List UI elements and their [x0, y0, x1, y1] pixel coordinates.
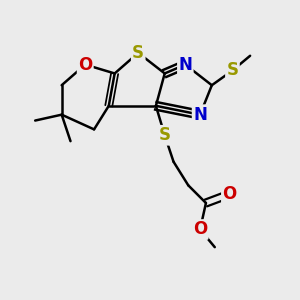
Text: N: N	[193, 106, 207, 124]
Text: O: O	[193, 220, 207, 238]
Text: O: O	[78, 56, 92, 74]
Text: S: S	[159, 126, 171, 144]
Text: N: N	[178, 56, 192, 74]
Text: O: O	[222, 185, 237, 203]
Text: S: S	[226, 61, 238, 80]
Text: S: S	[132, 44, 144, 62]
